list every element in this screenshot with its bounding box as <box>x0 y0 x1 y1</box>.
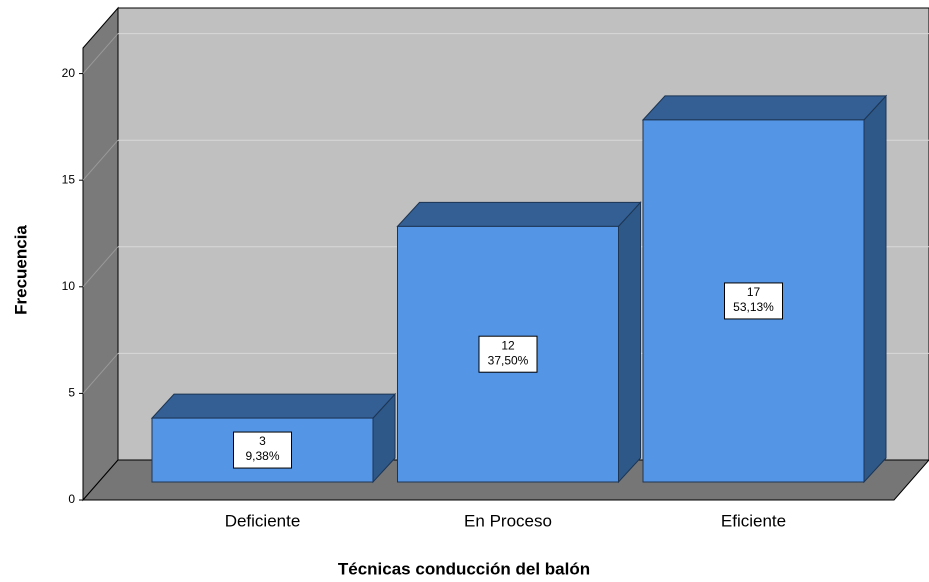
y-tick-label: 5 <box>68 386 75 400</box>
bar-top <box>641 95 888 121</box>
percent-label: 37,50% <box>488 353 529 367</box>
bar-side <box>618 201 641 484</box>
data-label-box <box>724 282 783 320</box>
bar-side <box>863 94 887 484</box>
left-wall <box>82 6 119 502</box>
data-label-box <box>478 335 538 373</box>
data-label: 3 <box>259 434 266 448</box>
y-axis-title: Frecuencia <box>11 225 30 315</box>
x-tick-label: Eficiente <box>721 511 786 530</box>
grid-line <box>82 246 119 288</box>
grid-line <box>82 33 119 74</box>
y-tick-label: 10 <box>62 279 76 293</box>
y-tick-label: 20 <box>62 66 76 80</box>
y-tick-label: 15 <box>62 172 76 186</box>
grid-line <box>82 353 119 394</box>
data-label: 12 <box>501 338 515 352</box>
x-tick-label: En Proceso <box>464 511 552 530</box>
bar <box>641 94 888 484</box>
percent-label: 9,38% <box>245 449 279 463</box>
bar-top <box>150 393 397 419</box>
percent-label: 53,13% <box>733 300 774 314</box>
data-label-box <box>233 431 292 469</box>
data-label: 17 <box>747 285 761 299</box>
y-tick-label: 0 <box>68 492 75 506</box>
x-tick-label: Deficiente <box>225 511 301 530</box>
bar-top <box>396 201 642 227</box>
grid-line <box>82 139 119 181</box>
x-axis-title: Técnicas conducción del balón <box>338 559 590 578</box>
